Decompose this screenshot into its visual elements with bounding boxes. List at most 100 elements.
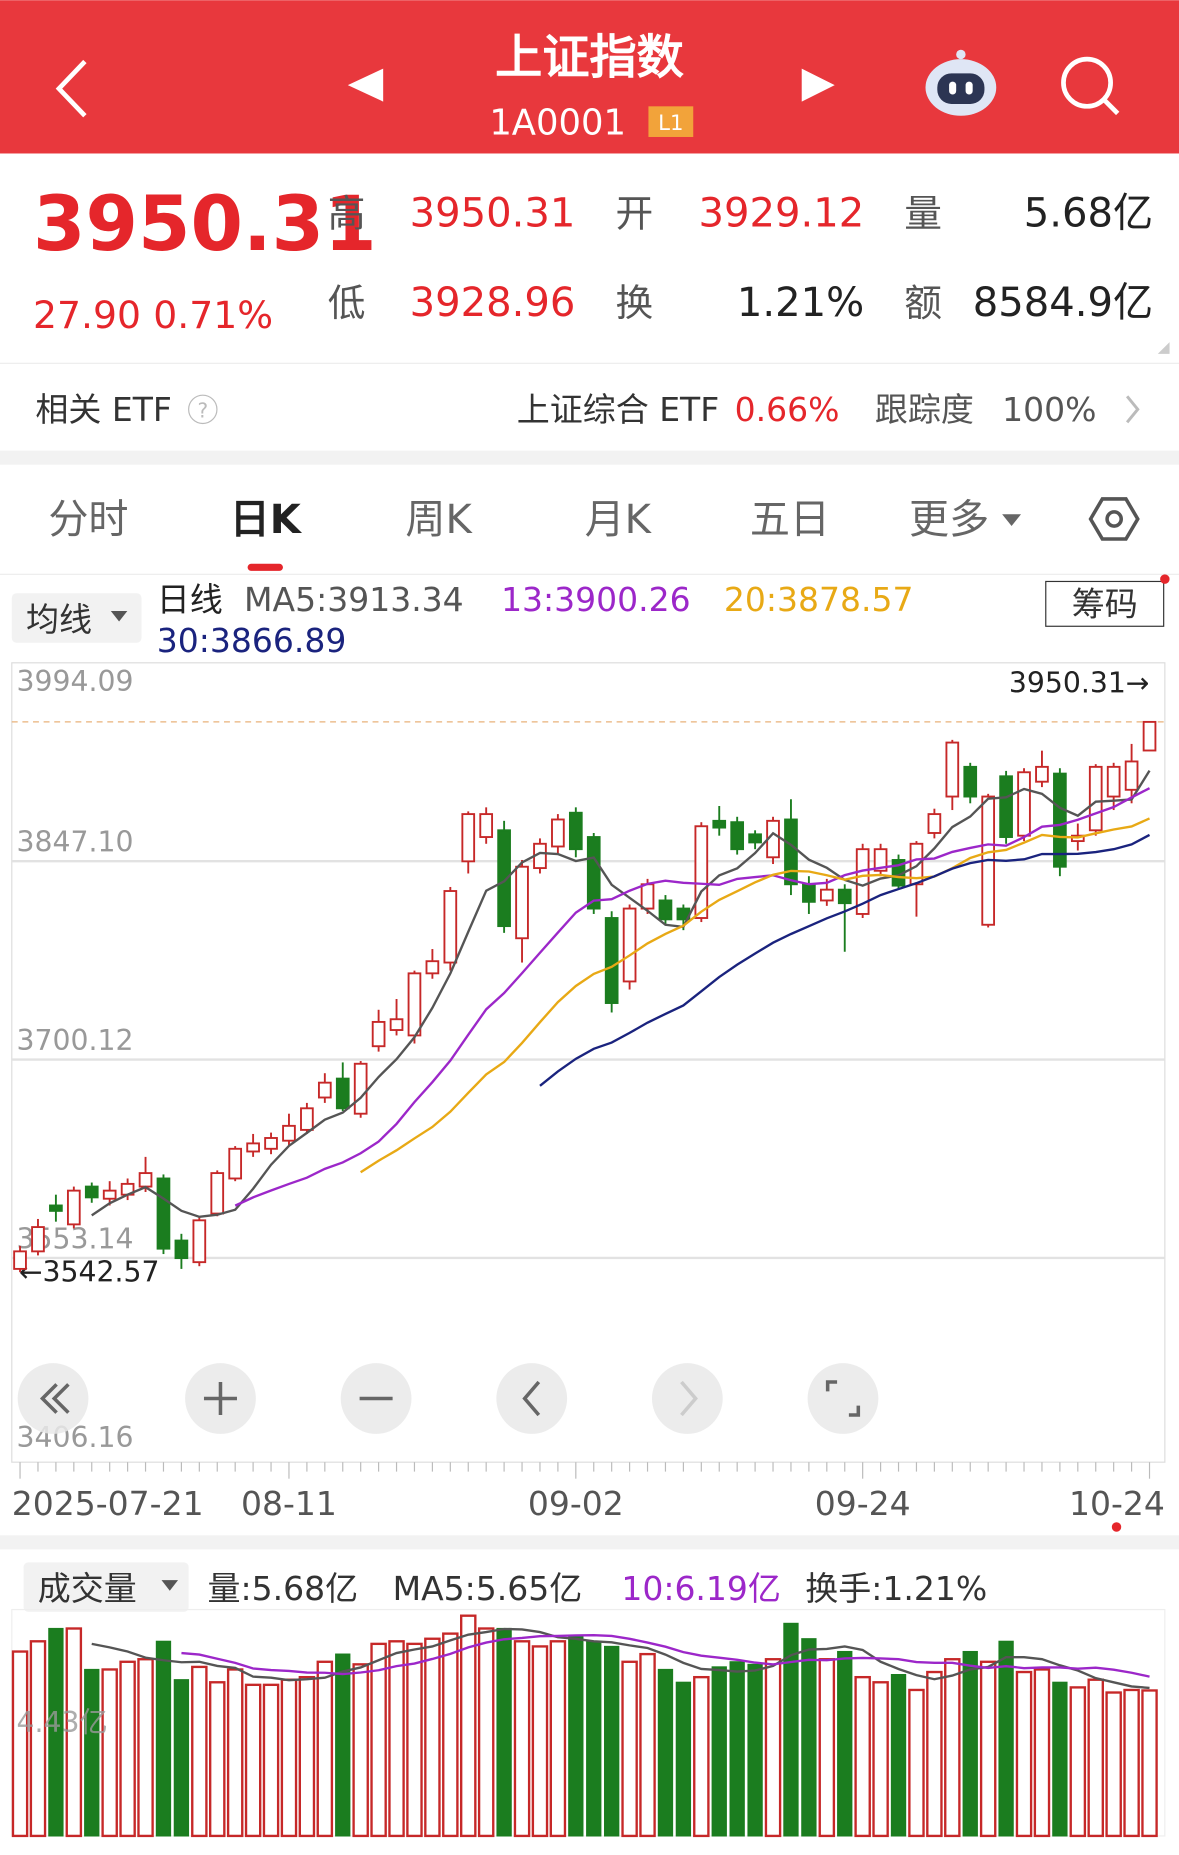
volume-bar <box>84 1668 100 1837</box>
volume-bar <box>335 1653 351 1837</box>
chevron[interactable] <box>1125 395 1140 424</box>
volume-bar <box>262 1683 280 1838</box>
volume-bar <box>48 1627 64 1837</box>
candle-body <box>1088 765 1103 832</box>
candle-body <box>31 1226 45 1253</box>
volume-bar <box>1015 1670 1033 1838</box>
candle-body <box>551 818 565 848</box>
candle-body <box>784 818 798 886</box>
tab-underline <box>247 563 283 571</box>
candle-body <box>1035 765 1049 783</box>
candle-body <box>730 821 745 851</box>
candle-body <box>694 825 709 919</box>
volume-bar <box>406 1642 423 1838</box>
candle-body <box>13 1250 27 1270</box>
volume-bar <box>549 1640 567 1838</box>
chart-button[interactable] <box>496 1363 568 1434</box>
prev-button[interactable] <box>347 68 384 102</box>
tab[interactable]: 日K <box>230 497 303 543</box>
plot-frame <box>11 662 1166 1463</box>
field-value: 3950.31 <box>410 191 576 237</box>
assistant-icon[interactable] <box>925 49 997 116</box>
tab[interactable]: 五日 <box>750 497 830 543</box>
volume-bar <box>675 1681 692 1837</box>
volume-bar <box>370 1642 387 1838</box>
field-value: 3928.96 <box>410 280 576 326</box>
tracking: 100% <box>1002 390 1096 429</box>
tab[interactable]: 更多 <box>909 497 989 543</box>
volume-bar <box>11 1650 29 1838</box>
volume-bar <box>226 1668 244 1838</box>
volume-bar <box>442 1632 459 1838</box>
ma-legend: 30:3866.89 <box>157 621 347 660</box>
candle-body <box>353 1062 368 1115</box>
candle-body <box>425 960 440 975</box>
candle-body <box>192 1219 207 1264</box>
back-button[interactable] <box>55 59 87 118</box>
chips-button[interactable] <box>1045 580 1165 627</box>
volume-bar <box>837 1650 853 1837</box>
volume-bar <box>424 1637 441 1838</box>
tab[interactable]: 月K <box>585 497 653 543</box>
volume-bar <box>872 1681 889 1838</box>
tab[interactable]: 分时 <box>48 497 128 543</box>
tab[interactable]: 周K <box>405 497 473 543</box>
volume-bar <box>764 1658 782 1838</box>
candle-body <box>479 813 494 838</box>
etf-change: 0.66% <box>735 390 840 429</box>
candle-body <box>819 888 834 902</box>
field-label: 量 <box>904 192 942 236</box>
x-tick-label: 2025-07-21 <box>12 1484 204 1523</box>
search-button[interactable] <box>1061 56 1120 116</box>
volume-bar <box>1123 1688 1140 1838</box>
volume-bar <box>191 1665 208 1838</box>
ma-line <box>91 769 1151 1219</box>
help-icon[interactable] <box>188 394 218 425</box>
icon <box>522 1380 541 1417</box>
volume-bar <box>119 1660 136 1838</box>
candle-body <box>461 813 476 863</box>
field-value: 8584.9亿 <box>973 280 1153 326</box>
volume-bar <box>173 1679 190 1837</box>
corner <box>1157 342 1170 354</box>
volume-title: 成交量 <box>38 1569 137 1608</box>
volume-bar <box>1069 1686 1087 1838</box>
candle-body <box>228 1147 243 1180</box>
x-tick-label: 10-24 <box>1069 1484 1165 1523</box>
dropdown <box>1002 514 1022 527</box>
ma-legend: 13:3900.26 <box>501 580 691 619</box>
volume-bar <box>316 1660 334 1838</box>
volume-bar <box>693 1675 710 1838</box>
candle-body <box>1142 720 1157 752</box>
volume-bar <box>477 1627 495 1838</box>
volume-bar <box>29 1640 47 1838</box>
volume-bar <box>621 1660 638 1838</box>
level: L1 <box>658 111 683 136</box>
volume-bar <box>155 1640 172 1837</box>
candle-body <box>604 917 619 1004</box>
y-tick-label: 3847.10 <box>17 826 134 859</box>
volume-bar <box>298 1675 316 1838</box>
volume-bar <box>747 1663 763 1837</box>
help-mark: ? <box>197 399 208 423</box>
icon <box>39 1383 70 1414</box>
band <box>0 450 1179 465</box>
field-value: 3929.12 <box>698 191 864 237</box>
chart-button[interactable] <box>651 1363 723 1434</box>
etf-name[interactable]: 上证综合 ETF <box>517 390 719 429</box>
candle-body <box>49 1204 63 1212</box>
candle-body <box>1124 760 1139 791</box>
chart-button[interactable] <box>807 1363 879 1434</box>
candle-body <box>640 883 655 910</box>
volume-bar <box>890 1674 907 1837</box>
candle-body <box>712 819 727 829</box>
candle-body <box>335 1077 350 1110</box>
ma-button[interactable] <box>11 593 142 643</box>
settings-icon[interactable] <box>1088 497 1140 541</box>
next-button[interactable] <box>801 68 835 102</box>
volume-bar <box>1052 1681 1068 1837</box>
candle-body <box>317 1081 332 1099</box>
volume-button[interactable] <box>23 1562 189 1612</box>
